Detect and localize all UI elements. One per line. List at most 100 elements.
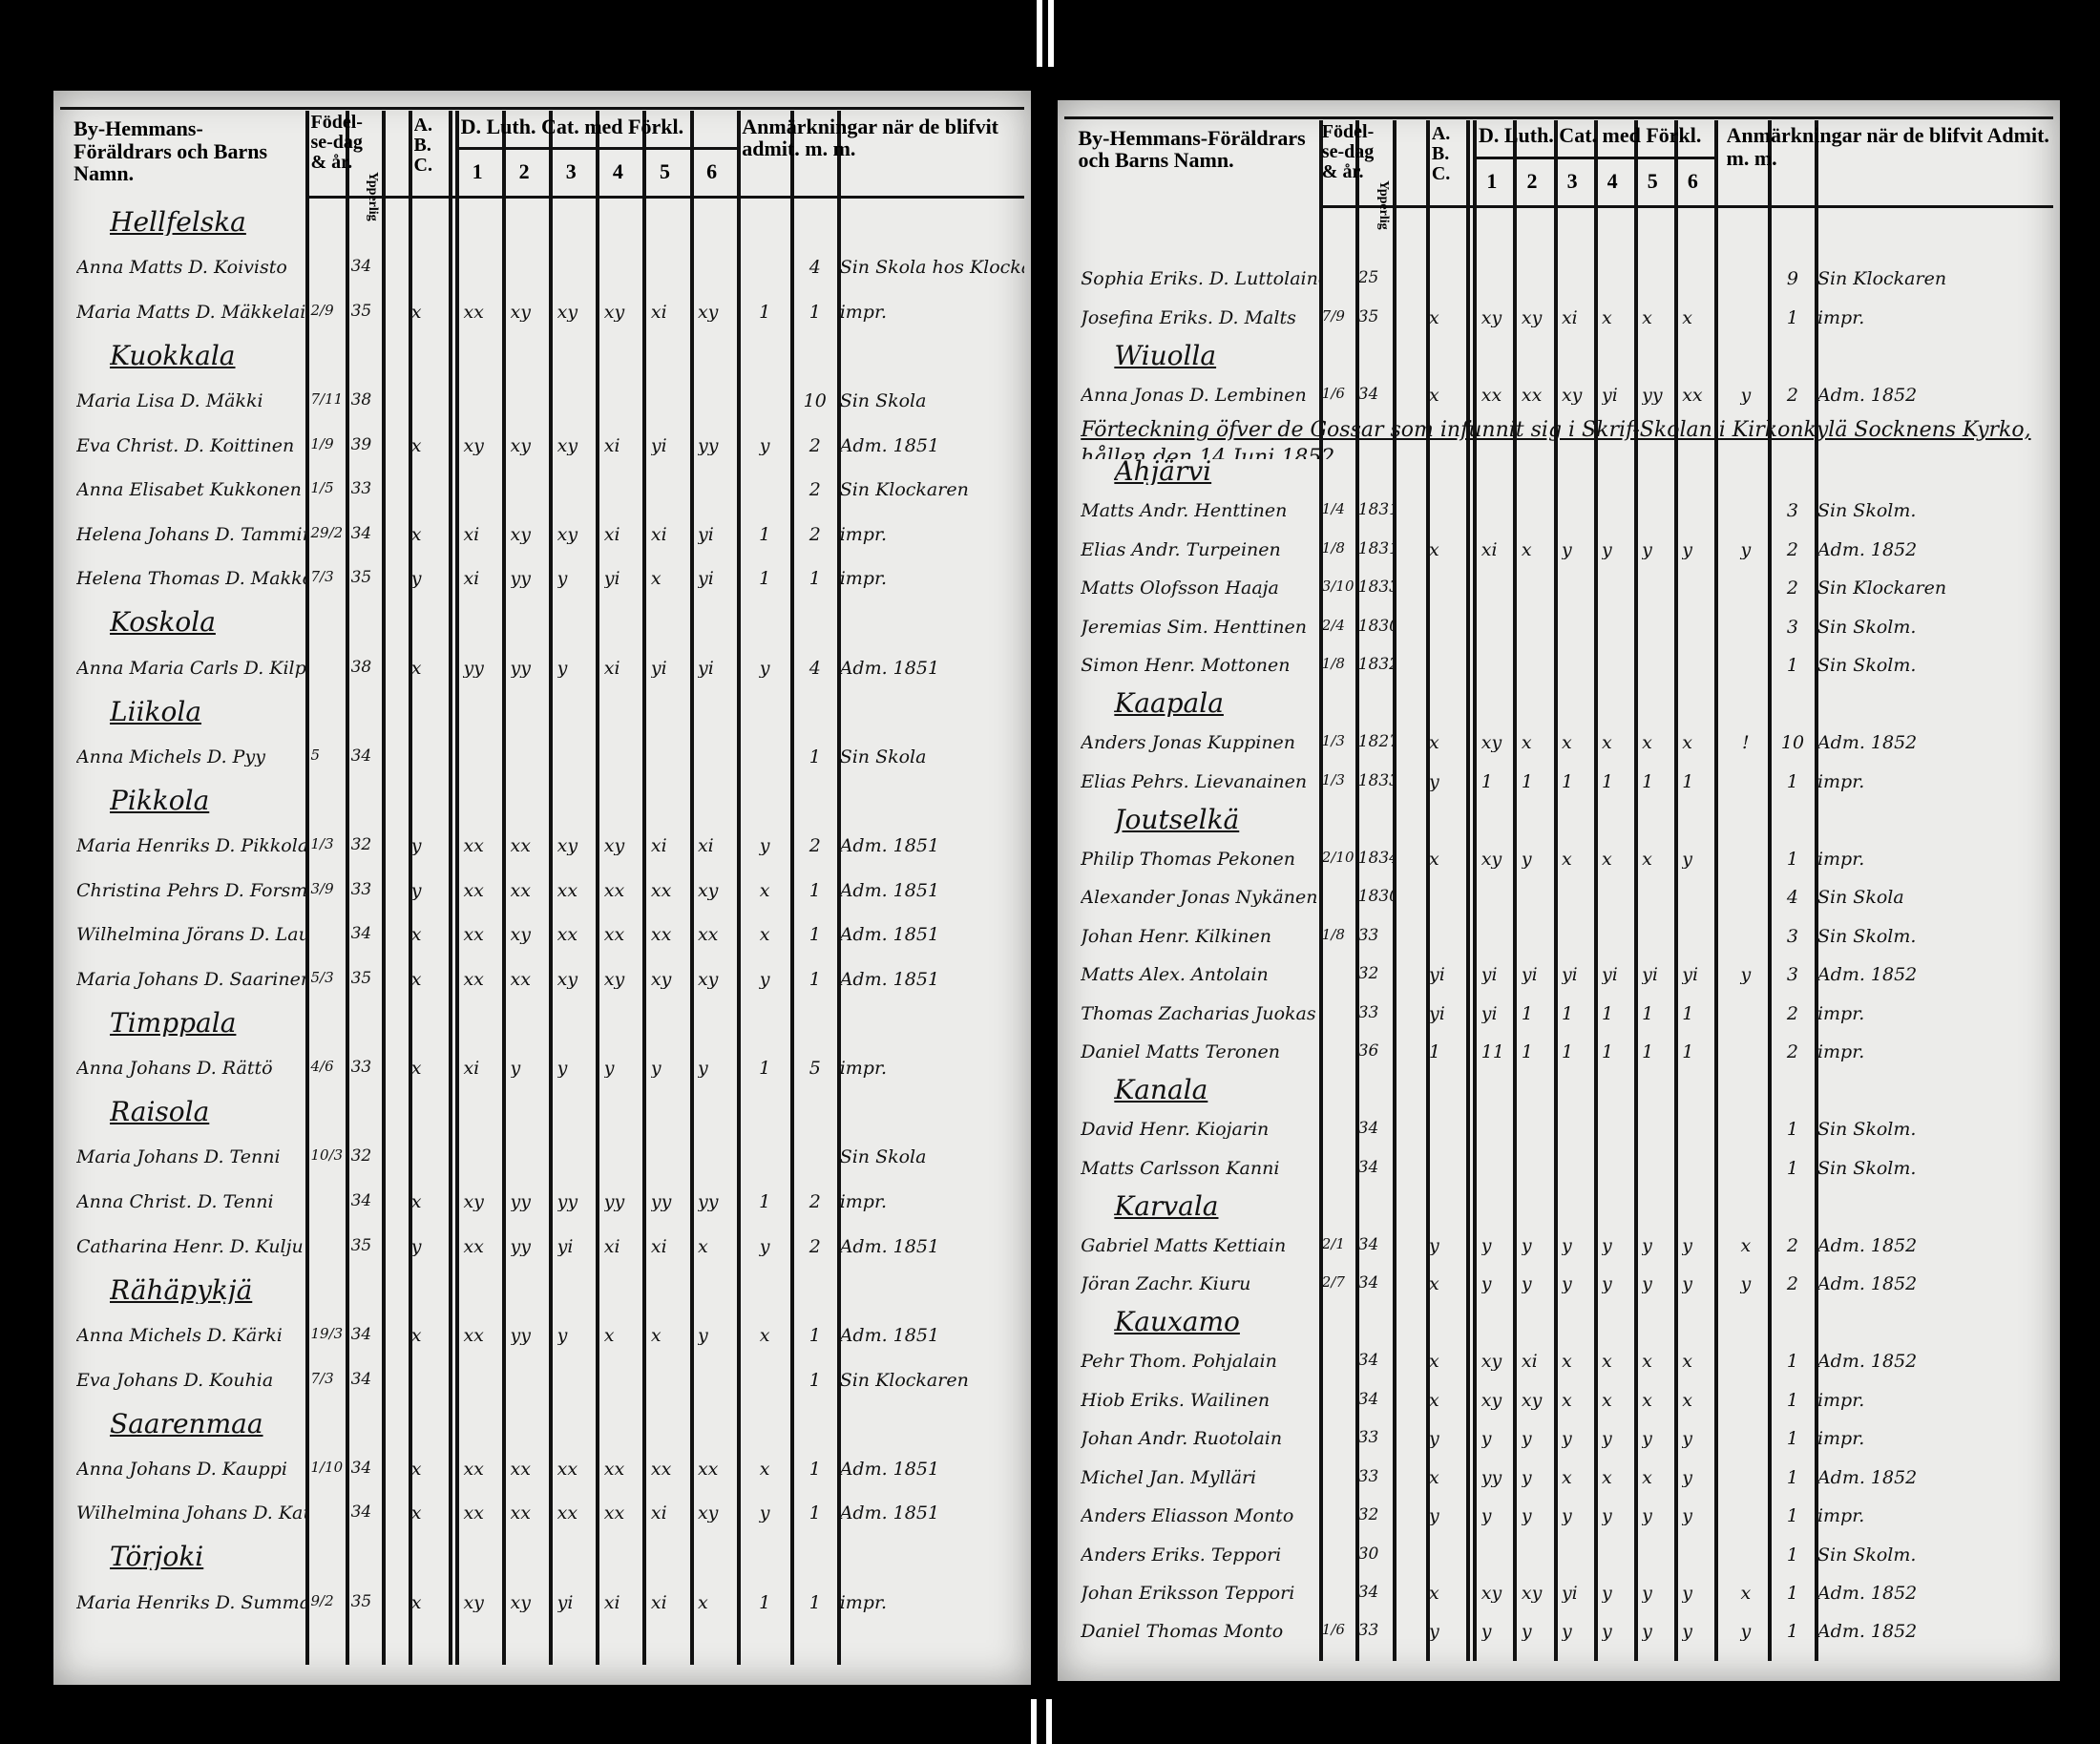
catechism-mark: xi [650,1237,667,1256]
extra-mark: y [1740,1275,1752,1294]
catechism-mark: xy [556,837,578,856]
count-mark: 4 [808,659,821,678]
extra-mark: y [1740,540,1752,559]
catechism-mark: y [1561,1623,1572,1642]
birth-year: 25 [1357,270,1379,287]
binding-mark [1048,0,1054,67]
column-rule [1815,120,1819,1661]
catechism-mark: xx [603,881,625,900]
extra-mark: x [759,926,770,945]
catechism-mark: xi [603,1237,620,1256]
catechism-mark: yi [556,1237,574,1256]
catechism-mark: 1 [1480,772,1493,791]
count-mark: 1 [1786,1545,1799,1565]
abc-mark: x [1429,1275,1439,1294]
catechism-mark: y [1642,540,1652,559]
count-mark: 1 [1786,1391,1799,1410]
count-mark: 1 [808,747,821,767]
catechism-mark: x [1602,1391,1612,1410]
birth-date: 4/6 [310,1060,334,1075]
abc-mark: x [410,1504,422,1523]
remark: impr. [1816,850,1865,869]
column-rule [1673,120,1678,1661]
remark: Sin Skola [839,747,927,767]
birth-date: 5/3 [310,970,334,985]
catechism-mark: x [1521,540,1532,559]
abc-mark: x [1429,540,1439,559]
birth-year: 33 [350,1060,372,1077]
catechism-mark: xx [697,926,719,945]
remark: Adm. 1852 [1816,1585,1918,1603]
abc-mark: x [1429,1585,1439,1603]
birth-year: 35 [350,970,372,987]
person-name: Pehr Thom. Pohjalain [1081,1353,1277,1372]
column-rule [1473,120,1478,1661]
catechism-mark: y [1642,1585,1652,1603]
column-rule [736,111,741,1665]
catechism-mark: xy [1480,1391,1502,1410]
person-name: Anna Michels D. Pyy [75,747,265,767]
person-name: Anders Eriks. Teppori [1081,1545,1282,1565]
person-name: Daniel Matts Teronen [1081,1043,1281,1062]
column-rule [789,111,794,1665]
catechism-mark: xy [463,1593,484,1612]
catechism-mark: xi [463,525,480,544]
binding-mark [1046,1699,1052,1744]
catechism-mark: y [1521,1430,1532,1449]
count-mark: 3 [1786,927,1799,946]
extra-mark: x [759,1326,770,1345]
person-name: Johan Eriksson Teppori [1081,1585,1295,1603]
catechism-mark: xy [697,303,719,322]
person-name: Wilhelmina Johans D. Kauppi [75,1504,305,1523]
column-rule [642,111,647,1665]
catechism-mark: yy [697,1193,719,1212]
person-name: Catharina Henr. D. Kulju [75,1237,304,1256]
catechism-mark: xy [697,970,719,989]
remark: Sin Skola [839,391,927,410]
remark: impr. [839,525,887,544]
extra-mark: y [759,436,770,455]
catechism-mark: yi [1561,1585,1578,1603]
catechism-mark: xx [603,926,625,945]
birth-year: 33 [350,881,372,898]
count-mark: 1 [1786,1468,1799,1487]
catechism-mark: x [1682,308,1692,327]
header-rule [304,195,1025,199]
count-mark: 1 [1786,1623,1799,1642]
abc-mark: x [410,1326,422,1345]
catechism-mark: y [556,570,568,589]
birth-year: 33 [1357,927,1379,944]
remark: Sin Klockaren [1816,270,1947,289]
count-mark: 4 [808,259,821,278]
catechism-mark: xy [1521,308,1543,327]
catechism-mark: xx [463,1504,484,1523]
abc-mark: x [410,436,422,455]
catechism-mark: xi [650,303,667,322]
catechism-mark: y [1682,1468,1692,1487]
abc-mark: x [1429,1353,1439,1372]
column-number: 5 [659,160,670,183]
person-name: Elias Andr. Turpeinen [1081,540,1281,559]
birth-year: 30 [1357,1545,1379,1563]
count-mark: 5 [808,1060,821,1079]
person-name: Hiob Eriks. Wailinen [1081,1391,1270,1410]
catechism-mark: yi [603,570,620,589]
catechism-mark: 1 [1682,772,1694,791]
abc-mark: x [410,1593,422,1612]
village-heading: Wiuolla [1114,342,1217,369]
catechism-mark: y [1602,540,1612,559]
catechism-mark: xy [1521,1585,1543,1603]
catechism-mark: x [1642,1391,1652,1410]
extra-mark: 1 [759,303,771,322]
birth-date: 19/3 [310,1326,344,1341]
column-rule [596,111,600,1665]
person-name: Jeremias Sim. Henttinen [1081,618,1307,637]
birth-date: 29/2 [310,525,344,540]
catechism-mark: yy [556,1193,578,1212]
count-mark: 2 [1786,1275,1799,1294]
remark: Adm. 1851 [839,837,940,856]
catechism-mark: y [1480,1507,1492,1526]
catechism-mark: xy [603,303,625,322]
